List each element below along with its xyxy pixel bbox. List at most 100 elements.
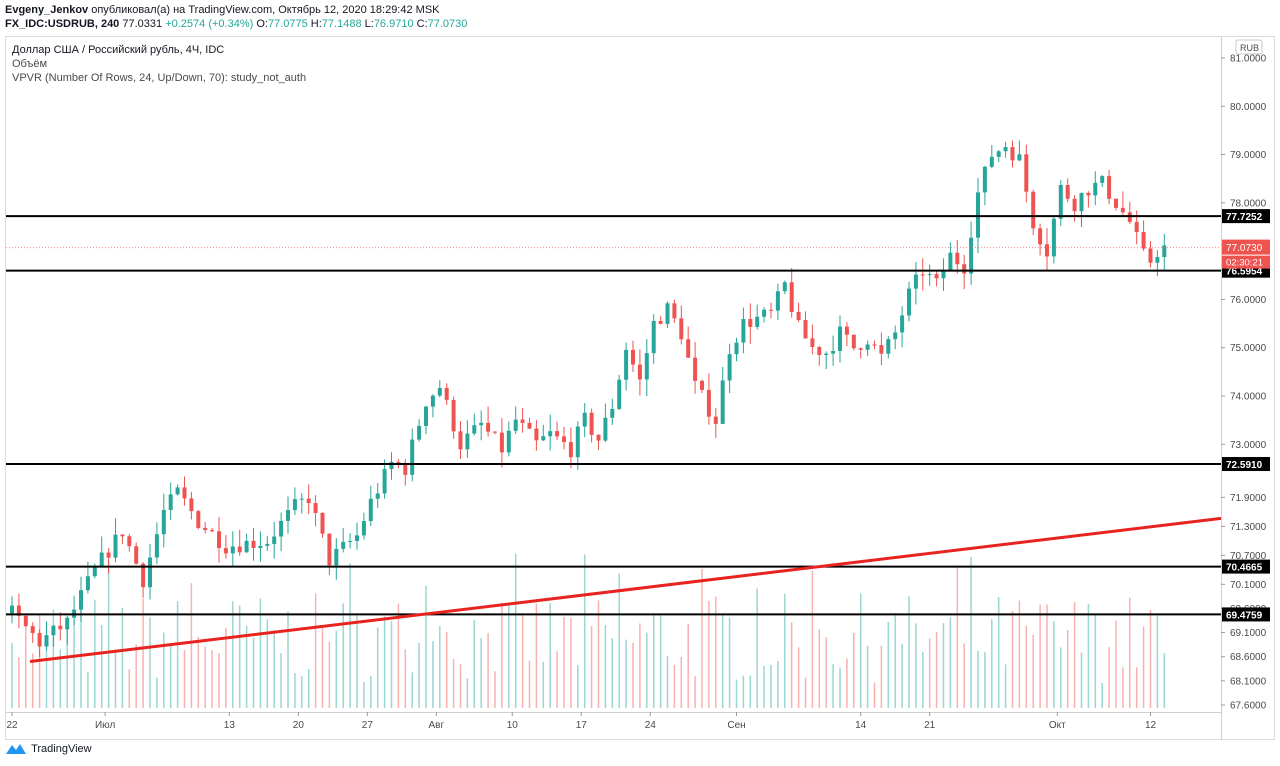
- candle-body: [348, 540, 353, 542]
- candle-body: [824, 353, 829, 355]
- volume-bar: [266, 619, 269, 708]
- candle-body: [1079, 192, 1084, 212]
- volume-bar: [604, 624, 607, 708]
- candle-body: [203, 527, 208, 531]
- volume-bar: [356, 614, 358, 708]
- volume-bar: [611, 638, 614, 708]
- volume-bar: [59, 649, 62, 708]
- candle-body: [762, 309, 767, 317]
- level-price-tag: [1222, 457, 1270, 472]
- author-name[interactable]: Evgeny_Jenkov: [5, 4, 89, 16]
- candle-body: [879, 345, 884, 354]
- volume-bar: [508, 603, 510, 708]
- volume-indicator-label[interactable]: Объём: [12, 58, 48, 70]
- vpvr-indicator-label[interactable]: VPVR (Number Of Rows, 24, Up/Down, 70): …: [12, 72, 307, 84]
- candle-body: [844, 326, 849, 335]
- candle-body: [299, 498, 304, 500]
- volume-bar: [301, 676, 303, 708]
- volume-bar: [87, 671, 89, 708]
- symbol-label[interactable]: FX_IDC:USDRUB, 240: [5, 18, 120, 30]
- volume-bar: [866, 645, 869, 708]
- volume-bar: [963, 643, 965, 708]
- candle-body: [1024, 154, 1029, 192]
- candle-body: [775, 291, 780, 311]
- volume-bar: [45, 621, 48, 708]
- volume-bar: [204, 646, 206, 708]
- candle-body: [1162, 245, 1167, 258]
- candle-body: [1134, 221, 1139, 233]
- candle-body: [631, 349, 635, 365]
- high-value: 77.1488: [321, 18, 362, 30]
- volume-bar: [11, 642, 13, 708]
- currency-badge-box: [1235, 39, 1263, 55]
- volume-bar: [314, 593, 317, 708]
- volume-bar: [715, 596, 717, 708]
- candle-body: [548, 431, 553, 437]
- open-label: O:: [256, 18, 268, 30]
- volume-bar: [232, 601, 234, 708]
- level-price-tag-text: 69.4759: [1226, 610, 1263, 621]
- volume-bar: [1156, 615, 1159, 708]
- volume-bar: [818, 629, 821, 708]
- candle-body: [651, 321, 656, 354]
- candle-body: [479, 422, 484, 426]
- volume-bar: [984, 652, 986, 708]
- volume-bar: [307, 669, 310, 708]
- volume-bar: [418, 642, 420, 708]
- y-tick-label: 75.0000: [1230, 343, 1267, 354]
- volume-bar: [777, 661, 779, 708]
- candle-body: [1107, 176, 1112, 199]
- candle-body: [665, 303, 670, 324]
- candle-body: [913, 274, 918, 289]
- volume-bar: [1142, 626, 1145, 708]
- candle-body: [996, 151, 1001, 157]
- volume-bar: [163, 632, 165, 708]
- candle-body: [1031, 191, 1036, 229]
- candle-body: [292, 499, 297, 511]
- volume-bar: [459, 664, 462, 708]
- candle-body: [437, 387, 442, 396]
- volume-bar: [432, 641, 434, 708]
- candle-body: [527, 422, 532, 429]
- x-tick-label: 20: [293, 720, 305, 731]
- candle-body: [941, 271, 946, 279]
- candle-body: [568, 442, 573, 458]
- volume-bar: [121, 607, 124, 708]
- candle-body: [1100, 176, 1105, 183]
- volume-bar: [859, 593, 862, 708]
- volume-bar: [832, 664, 834, 708]
- candle-body: [382, 469, 387, 494]
- candle-body: [465, 433, 470, 450]
- candle-body: [727, 354, 732, 381]
- series-title[interactable]: Доллар США / Российский рубль, 4Ч, IDC: [12, 44, 225, 56]
- volume-bar: [1115, 620, 1117, 708]
- x-tick-label: 21: [924, 720, 936, 731]
- candle-body: [1141, 232, 1146, 249]
- volume-bar: [901, 643, 903, 708]
- candle-body: [562, 436, 566, 443]
- candle-body: [927, 274, 932, 276]
- y-tick-label: 70.1000: [1230, 580, 1267, 591]
- y-tick-label: 71.9000: [1230, 493, 1267, 504]
- candle-body: [230, 546, 235, 554]
- candle-body: [679, 318, 684, 340]
- volume-bar: [997, 597, 1000, 708]
- header: Evgeny_Jenkov опубликовал(а) на TradingV…: [0, 0, 1280, 34]
- volume-bar: [1122, 667, 1124, 708]
- volume-bar: [245, 625, 248, 708]
- volume-bar: [363, 682, 365, 708]
- volume-bar: [1025, 625, 1028, 708]
- x-tick-label: 24: [645, 720, 657, 731]
- price-change: +0.2574 (+0.34%): [165, 18, 254, 30]
- volume-bar: [1046, 604, 1048, 708]
- volume-bar: [425, 585, 427, 708]
- candle-body: [244, 540, 249, 553]
- candle-body: [769, 309, 773, 311]
- candle-body: [327, 533, 332, 566]
- candle-body: [196, 511, 201, 528]
- volume-bar: [328, 641, 331, 708]
- volume-bar: [991, 619, 993, 708]
- candle-body: [982, 166, 987, 193]
- volume-bars: [11, 553, 1166, 708]
